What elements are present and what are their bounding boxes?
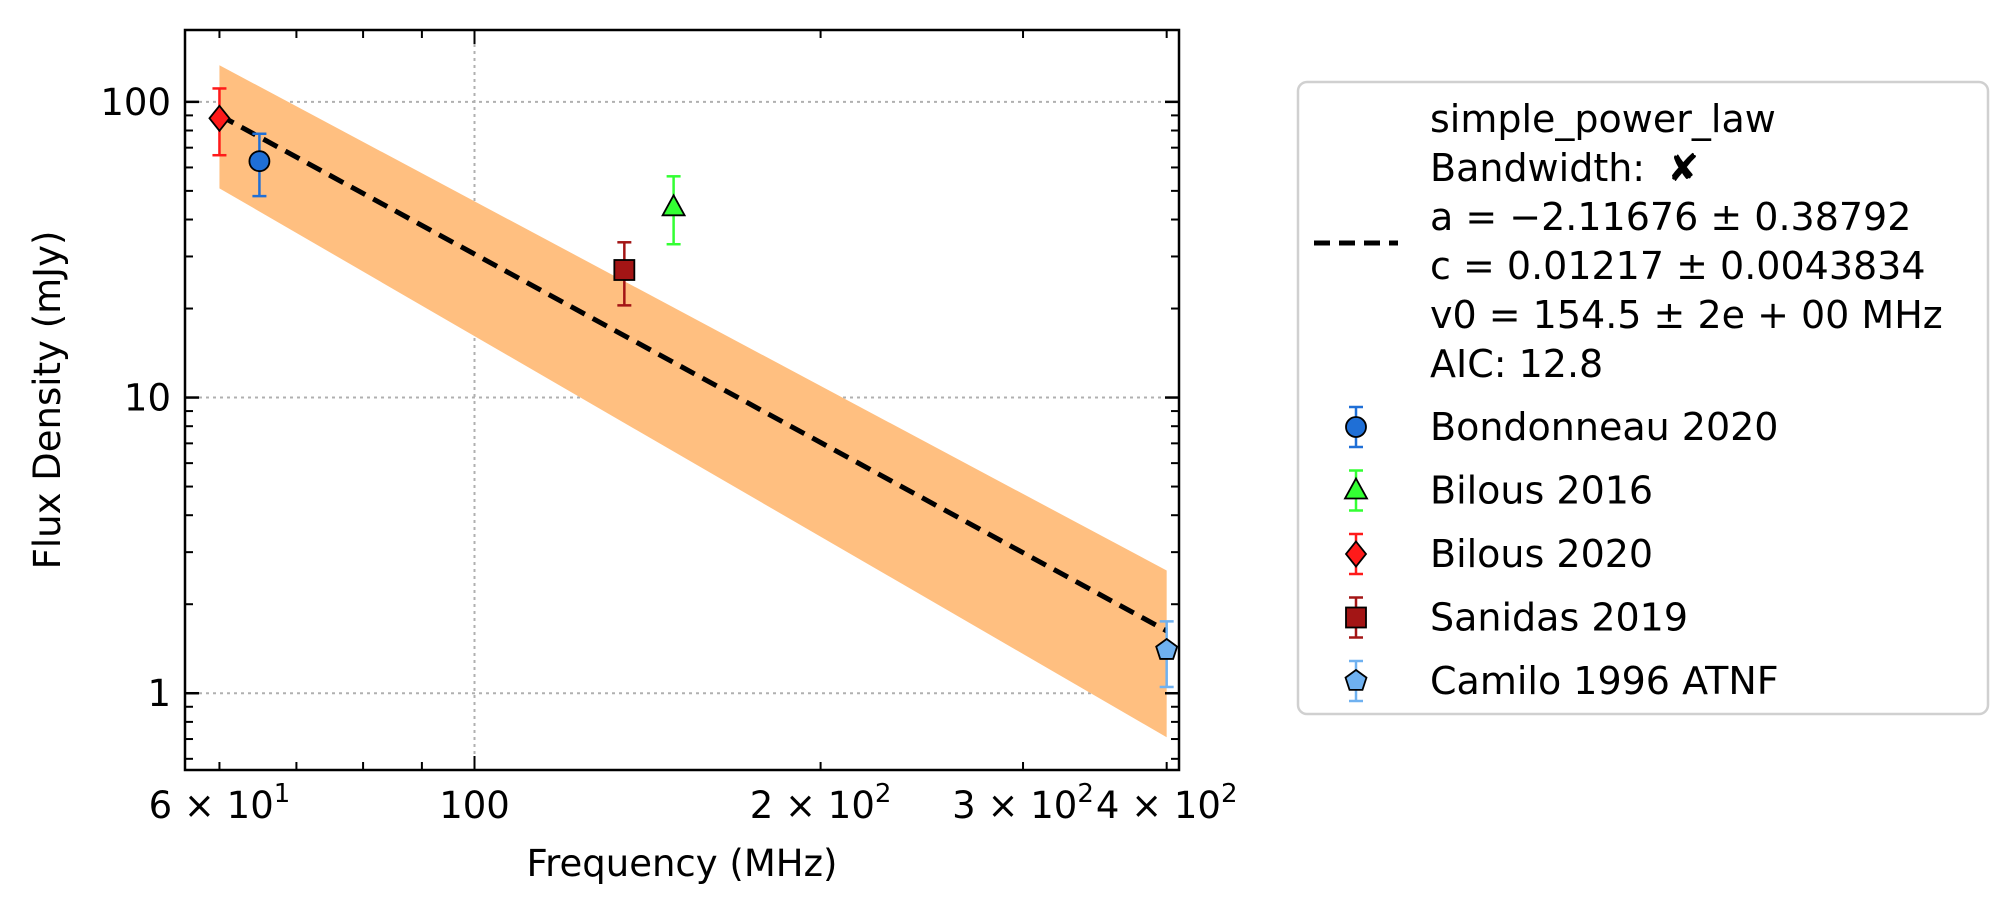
- data-point: [208, 104, 231, 133]
- x-tick-label: 6 × 101: [149, 779, 291, 827]
- legend-series-label: Bilous 2020: [1430, 532, 1653, 576]
- x-tick-label-exponent: 2: [875, 779, 892, 809]
- x-tick-label-base: 4 × 10: [1096, 784, 1221, 827]
- x-tick-label-base: 100: [439, 784, 510, 827]
- x-axis-label: Frequency (MHz): [527, 842, 838, 885]
- legend-series-entries: Bondonneau 2020 Bilous 2016 Bilous 2020 San…: [1343, 405, 1779, 703]
- x-tick-label: 3 × 102: [952, 779, 1094, 827]
- legend-fit-c: c = 0.01217 ± 0.0043834: [1430, 244, 1926, 288]
- x-tick-label-exponent: 2: [1077, 779, 1094, 809]
- y-axis-label: Flux Density (mJy): [26, 231, 69, 570]
- legend-fit-name: simple_power_law: [1430, 97, 1776, 141]
- legend-marker: [1343, 476, 1369, 500]
- data-point: [613, 259, 636, 281]
- fit-line: [218, 113, 1168, 634]
- axis-ticks: [185, 30, 1179, 770]
- x-tick-label-exponent: 2: [1221, 779, 1238, 809]
- legend: simple_power_law Bandwidth: ✘ a = −2.116…: [1296, 80, 1990, 716]
- data-point: [248, 150, 271, 173]
- y-tick-label: 1: [147, 672, 171, 715]
- y-tick-labels: 1 10 100: [100, 81, 171, 715]
- fit-line-layer: [218, 113, 1168, 634]
- legend-bandwidth-label: Bandwidth:: [1430, 146, 1645, 190]
- data-points: [208, 87, 1179, 689]
- legend-marker: [1344, 540, 1368, 568]
- legend-marker: [1345, 416, 1367, 438]
- legend-series-label: Bondonneau 2020: [1430, 405, 1778, 449]
- legend-fit-bandwidth: Bandwidth: ✘: [1430, 146, 1699, 190]
- y-tick-label: 10: [124, 377, 171, 420]
- legend-marker: [1345, 606, 1367, 629]
- fit-band-layer: [219, 65, 1167, 738]
- legend-series-label: Bilous 2016: [1430, 469, 1653, 513]
- legend-fit-aic: AIC: 12.8: [1430, 342, 1603, 386]
- data-point: [661, 193, 687, 217]
- x-tick-labels: 6 × 101 100 2 × 102 3 × 102 4 × 102: [149, 779, 1238, 827]
- x-tick-label: 100: [439, 784, 510, 827]
- y-tick-label: 100: [100, 81, 171, 124]
- x-tick-label: 2 × 102: [750, 779, 892, 827]
- x-tick-label-base: 3 × 10: [952, 784, 1077, 827]
- x-tick-label-base: 2 × 10: [750, 784, 875, 827]
- fit-uncertainty-band: [219, 65, 1167, 738]
- legend-series-label: Sanidas 2019: [1430, 596, 1688, 640]
- legend-series-label: Camilo 1996 ATNF: [1430, 659, 1779, 703]
- x-tick-label-base: 6 × 10: [149, 784, 274, 827]
- x-tick-label-exponent: 1: [274, 779, 291, 809]
- legend-marker: [1344, 668, 1368, 691]
- plot-frame: [183, 28, 1181, 772]
- legend-box: [1296, 80, 1990, 716]
- x-tick-label: 4 × 102: [1096, 779, 1238, 827]
- legend-fit-a: a = −2.11676 ± 0.38792: [1430, 195, 1911, 239]
- legend-fit-v0: v0 = 154.5 ± 2e + 00 MHz: [1430, 293, 1943, 337]
- data-point: [1155, 637, 1179, 660]
- legend-bandwidth-mark: ✘: [1667, 146, 1699, 190]
